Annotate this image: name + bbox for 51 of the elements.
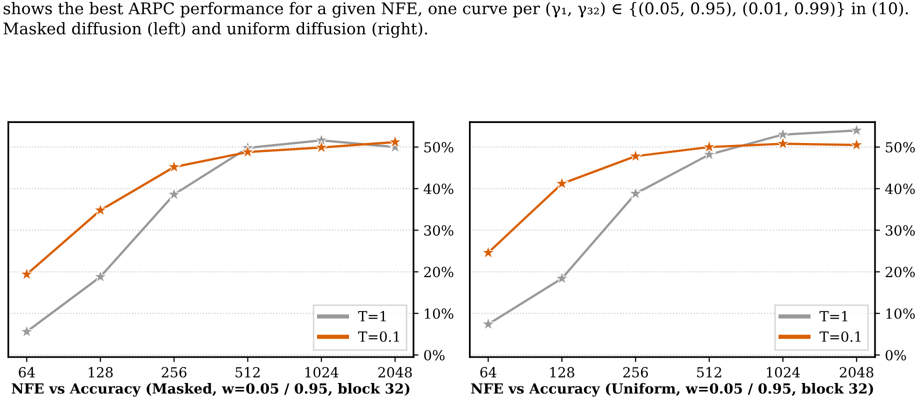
point xyxy=(628,148,643,162)
point xyxy=(776,136,790,150)
x-tick-label: 128 xyxy=(550,367,574,378)
y-tick-label: 30% xyxy=(886,225,915,236)
point xyxy=(388,134,402,148)
x-tick-label: 1024 xyxy=(766,367,800,378)
point xyxy=(167,187,182,201)
point xyxy=(628,186,643,200)
x-tick-label: 256 xyxy=(623,367,648,378)
point xyxy=(314,140,328,154)
point xyxy=(776,127,790,141)
point xyxy=(554,271,569,284)
text: Masked diffusion (left) and uniform diffusion (right). xyxy=(4,22,428,38)
y-tick-label: 0% xyxy=(424,350,444,360)
legend-label: T=1 xyxy=(358,310,386,322)
y-tick-label: 50% xyxy=(424,142,454,153)
point xyxy=(167,160,182,174)
legend-label: T=1 xyxy=(820,310,848,322)
point xyxy=(20,266,34,280)
point xyxy=(554,176,569,190)
y-tick-label: 50% xyxy=(886,142,915,153)
x-tick-label: 256 xyxy=(162,367,186,378)
y-tick-label: 10% xyxy=(886,308,915,319)
legend-label: T=0.1 xyxy=(820,331,861,342)
y-tick-label: 0% xyxy=(886,350,906,360)
x-tick-label: 64 xyxy=(18,367,35,378)
y-tick-label: 20% xyxy=(424,266,454,278)
x-tick-label: 1024 xyxy=(305,367,338,378)
x-tick-label: 64 xyxy=(480,367,496,378)
x-tick-label: 128 xyxy=(88,367,113,378)
y-tick-label: 10% xyxy=(424,308,454,319)
point xyxy=(93,269,108,283)
point xyxy=(850,123,864,136)
x-axis-title: NFE vs Accuracy (Masked, w=0.05 / 0.95, block 32) xyxy=(12,383,410,397)
x-tick-label: 512 xyxy=(697,367,722,378)
point xyxy=(481,316,496,330)
y-tick-label: 30% xyxy=(424,225,454,236)
text: shows the best ARPC performance for a given NFE, one curve per (γ₁, γ₃₂) ∈ {(0.05, 0.95), (0.01, 0.99)} in (10). xyxy=(4,2,908,18)
x-tick-label: 2048 xyxy=(840,367,874,378)
x-tick-label: 512 xyxy=(236,367,260,378)
y-tick-label: 40% xyxy=(424,184,454,194)
point xyxy=(702,140,716,154)
legend-label: T=0.1 xyxy=(358,331,400,342)
point xyxy=(850,138,864,152)
y-tick-label: 20% xyxy=(886,266,915,278)
x-axis-title: NFE vs Accuracy (Uniform, w=0.05 / 0.95, block 32) xyxy=(471,383,874,397)
x-tick-label: 2048 xyxy=(378,367,412,378)
point xyxy=(20,324,34,338)
y-tick-label: 40% xyxy=(885,184,915,194)
point xyxy=(93,202,108,216)
point xyxy=(240,144,255,158)
